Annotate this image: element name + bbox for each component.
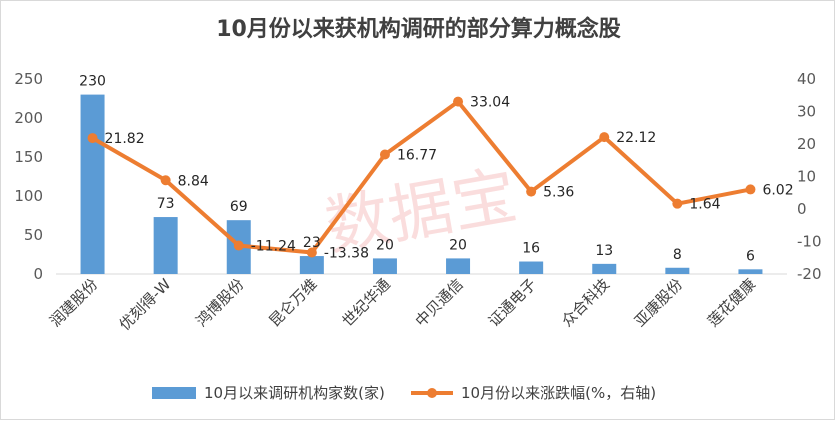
line-point — [379, 149, 390, 160]
legend-line-marker — [427, 388, 437, 398]
line-point — [306, 247, 317, 258]
y2-axis-tick-label: 10 — [797, 168, 816, 186]
x-axis-category-label: 众合科技 — [558, 275, 613, 330]
y2-axis-tick-label: 20 — [797, 135, 816, 153]
y-axis-tick-label: 250 — [14, 70, 43, 88]
x-axis-category-label: 昆仑万维 — [266, 275, 321, 330]
line-data-label: 33.04 — [470, 95, 510, 111]
line-point — [745, 184, 756, 195]
line-series — [91, 99, 751, 255]
x-axis-category-label: 中贝通信 — [412, 275, 467, 330]
x-axis-category-label: 世纪华通 — [339, 275, 394, 330]
y2-axis-tick-label: 30 — [797, 103, 816, 121]
x-axis-category-label: 润建股份 — [46, 275, 101, 330]
y2-axis-tick-label: -10 — [797, 233, 822, 251]
bar-data-label: 16 — [522, 241, 540, 257]
line-data-label: 22.12 — [616, 130, 656, 146]
line-point — [87, 133, 98, 144]
y-axis-tick-label: 50 — [24, 226, 43, 244]
line-data-label: 8.84 — [178, 173, 209, 189]
legend-line-label: 10月份以来涨跌幅(%，右轴) — [461, 384, 656, 402]
legend-bar-label: 10月以来调研机构家数(家) — [204, 384, 385, 402]
bar — [592, 263, 617, 274]
line-point — [453, 96, 464, 107]
bar-data-label: 8 — [673, 247, 682, 263]
bar-data-label: 20 — [449, 237, 467, 253]
bar — [519, 261, 544, 274]
bar-data-label: 20 — [376, 237, 394, 253]
line-data-label: 16.77 — [397, 147, 437, 163]
y-axis-tick-label: 100 — [14, 187, 43, 205]
x-axis-category-label: 证通电子 — [485, 275, 540, 330]
y-axis-tick-label: 150 — [14, 148, 43, 166]
bar — [665, 267, 690, 274]
bar-data-label: 6 — [746, 248, 755, 264]
chart-title: 10月份以来获机构调研的部分算力概念股 — [216, 17, 621, 42]
line-data-label: -11.24 — [251, 239, 296, 255]
bar-data-label: 69 — [230, 199, 248, 215]
bar-data-label: 73 — [157, 196, 175, 212]
line-data-label: 6.02 — [762, 182, 793, 198]
line-point — [672, 198, 683, 209]
legend-bar-swatch — [152, 387, 196, 399]
y-axis-tick-label: 200 — [14, 109, 43, 127]
x-axis-category-label: 优刻得-W — [116, 275, 175, 334]
bar-data-label: 23 — [303, 235, 321, 251]
x-axis-category-label: 鸿博股份 — [192, 275, 247, 330]
bar — [372, 258, 397, 274]
x-axis-category-label: 亚康股份 — [631, 275, 686, 330]
y2-axis-tick-label: 40 — [797, 70, 816, 88]
bar — [153, 217, 178, 274]
line-point — [233, 240, 244, 251]
x-axis-category-label: 莲花健康 — [704, 275, 759, 330]
bar-data-label: 230 — [79, 74, 106, 90]
line-point — [599, 132, 610, 143]
line-point — [160, 175, 171, 186]
y-axis-tick-label: 0 — [33, 265, 43, 283]
line-data-label: 1.64 — [689, 197, 720, 213]
bar — [446, 258, 471, 274]
bar — [80, 94, 105, 274]
line-data-label: -13.38 — [324, 245, 369, 261]
line-point — [526, 186, 537, 197]
bar — [738, 269, 763, 274]
bar — [299, 256, 324, 274]
y2-axis-tick-label: -20 — [797, 265, 822, 283]
line-data-label: 5.36 — [543, 185, 574, 201]
bar-data-label: 13 — [595, 243, 613, 259]
line-data-label: 21.82 — [105, 131, 145, 147]
y2-axis-tick-label: 0 — [797, 200, 807, 218]
